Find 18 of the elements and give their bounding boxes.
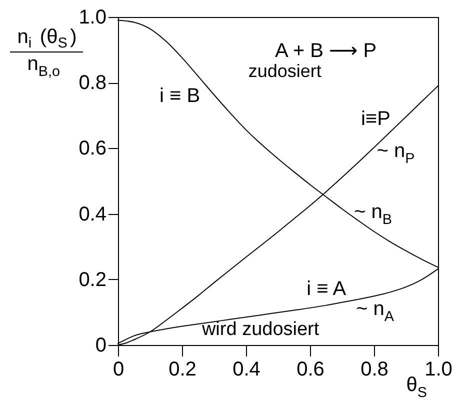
- x-tick-label: 0.6: [296, 358, 324, 380]
- annotation: wird zudosiert: [200, 319, 320, 340]
- y-tick-label: 0.6: [78, 138, 106, 160]
- x-tick-label: 0.2: [168, 358, 196, 380]
- x-tick-label: 0.8: [360, 358, 388, 380]
- annotation: i≡P: [360, 108, 390, 130]
- annotation: A + B ⟶ P: [275, 40, 377, 62]
- y-tick-label: 0.2: [78, 268, 106, 291]
- y-tick-label: 0: [95, 334, 106, 356]
- x-tick-label: 0: [112, 358, 124, 380]
- y-tick-label: 0.8: [78, 72, 106, 94]
- annotation: zudosiert: [248, 61, 322, 81]
- annotation: i ≡ B: [159, 85, 200, 107]
- y-tick-label: 1.0: [78, 6, 106, 28]
- annotation: i ≡ A: [306, 278, 347, 300]
- x-tick-label: 1.0: [424, 358, 452, 380]
- x-tick-label: 0.4: [232, 358, 260, 380]
- y-tick-label: 0.4: [78, 203, 106, 226]
